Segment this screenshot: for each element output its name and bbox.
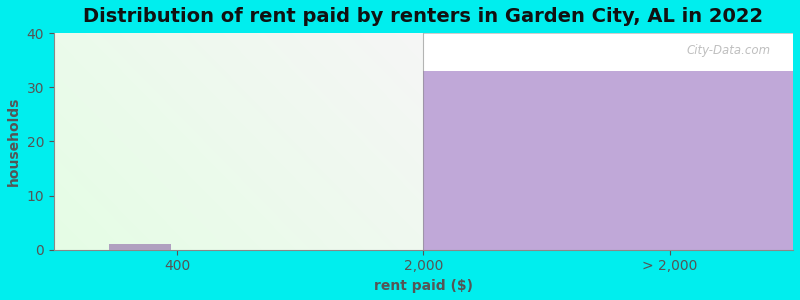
Bar	[423, 71, 793, 250]
Bar	[110, 244, 171, 250]
Y-axis label: households: households	[7, 97, 21, 186]
X-axis label: rent paid ($): rent paid ($)	[374, 279, 473, 293]
Title: Distribution of rent paid by renters in Garden City, AL in 2022: Distribution of rent paid by renters in …	[83, 7, 763, 26]
Text: City-Data.com: City-Data.com	[686, 44, 771, 57]
